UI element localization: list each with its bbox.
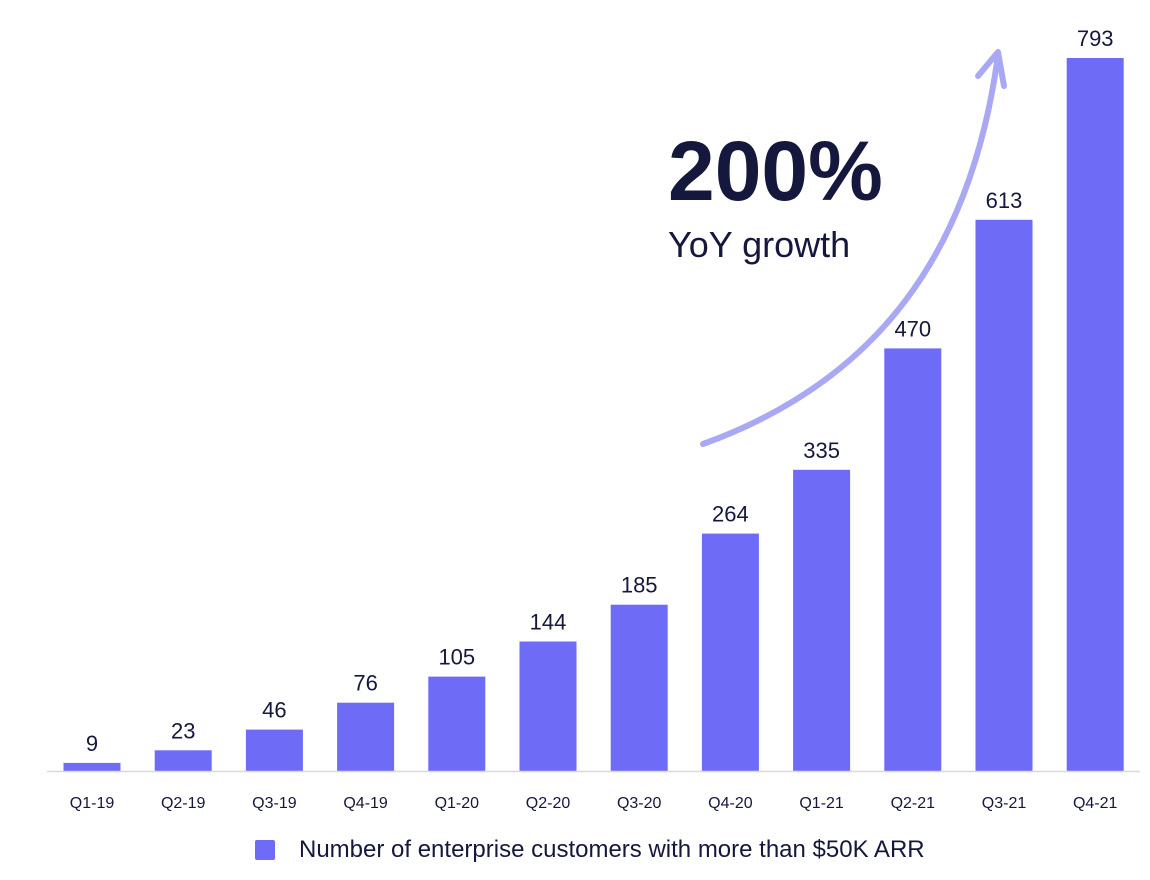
- value-label-q4-20: 264: [712, 502, 749, 527]
- bar-q3-21: [975, 219, 1033, 772]
- x-tick-q3-19: Q3-19: [252, 795, 297, 812]
- bar-q2-21: [884, 348, 942, 771]
- x-tick-q4-19: Q4-19: [343, 795, 388, 812]
- x-tick-q1-20: Q1-20: [435, 795, 480, 812]
- bar-q2-20: [519, 641, 577, 771]
- value-label-q1-21: 335: [803, 438, 840, 463]
- x-tick-q1-21: Q1-21: [799, 795, 844, 812]
- value-label-q1-20: 105: [438, 645, 475, 670]
- x-tick-q4-21: Q4-21: [1073, 795, 1118, 812]
- x-tick-q2-20: Q2-20: [526, 795, 571, 812]
- value-label-q2-20: 144: [530, 610, 567, 635]
- bar-q1-20: [428, 676, 486, 771]
- x-tick-q2-21: Q2-21: [891, 795, 936, 812]
- value-label-q3-21: 613: [986, 188, 1023, 213]
- x-tick-q2-19: Q2-19: [161, 795, 206, 812]
- value-label-q3-19: 46: [262, 698, 286, 723]
- x-tick-q3-20: Q3-20: [617, 795, 662, 812]
- x-tick-q4-20: Q4-20: [708, 795, 753, 812]
- growth-arrow-icon: [700, 59, 1000, 447]
- legend: Number of enterprise customers with more…: [255, 836, 925, 864]
- growth-annotation: 200% YoY growth: [668, 49, 1007, 447]
- legend-swatch: [255, 840, 275, 860]
- legend-label: Number of enterprise customers with more…: [299, 836, 925, 863]
- x-tick-q1-19: Q1-19: [70, 795, 115, 812]
- bar-q1-21: [793, 469, 851, 771]
- growth-subtext: YoY growth: [668, 224, 850, 265]
- value-label-q2-21: 470: [894, 316, 931, 341]
- bar-q3-20: [610, 604, 668, 771]
- bars-group: [63, 58, 1124, 772]
- x-tick-q3-21: Q3-21: [982, 795, 1027, 812]
- growth-headline: 200%: [668, 124, 883, 218]
- value-label-q4-21: 793: [1077, 26, 1114, 51]
- bar-q4-19: [337, 702, 395, 771]
- bar-q1-19: [63, 762, 121, 771]
- growth-arrowhead-icon: [975, 49, 1007, 89]
- bar-q4-20: [701, 533, 759, 771]
- value-label-q1-19: 9: [86, 731, 98, 756]
- value-label-q3-20: 185: [621, 573, 658, 598]
- bar-q2-19: [154, 750, 212, 771]
- bar-q4-21: [1066, 58, 1124, 771]
- x-tick-labels-group: Q1-19 Q2-19 Q3-19 Q4-19 Q1-20 Q2-20 Q3-20 Q4-20…: [70, 795, 1118, 812]
- bar-q3-19: [245, 729, 303, 771]
- value-labels-group: 9 23 46 76 105 144 185 264 335 470 613 793: [86, 26, 1114, 756]
- value-label-q2-19: 23: [171, 718, 195, 743]
- value-label-q4-19: 76: [353, 671, 377, 696]
